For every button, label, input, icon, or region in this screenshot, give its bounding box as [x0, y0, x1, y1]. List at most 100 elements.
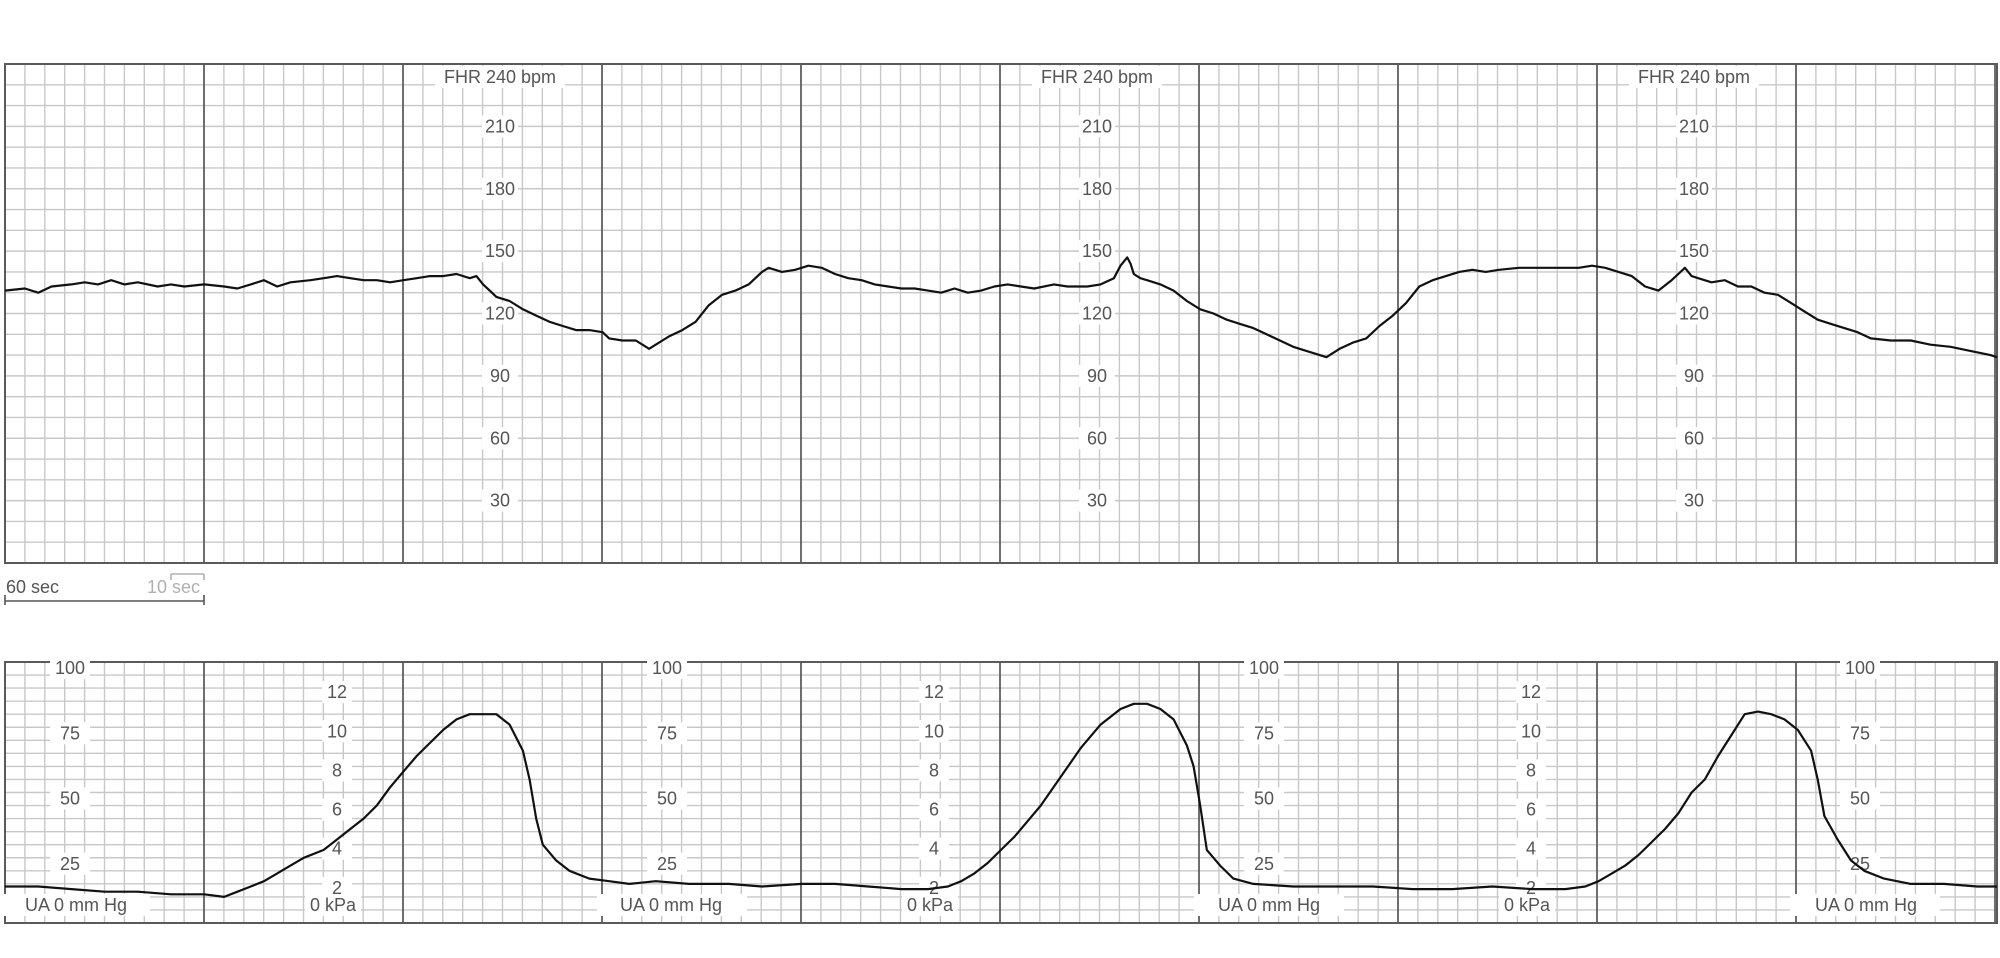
fhr-tick-label: 150 [1082, 241, 1112, 261]
fhr-tick-label: 210 [485, 116, 515, 136]
fhr-tick-label: 60 [1087, 428, 1107, 448]
ua-kpa-tick-label: 2 [1526, 878, 1536, 898]
label-background [1516, 837, 1546, 860]
ua-mmhg-tick-label: 50 [657, 789, 677, 809]
fhr-tick-label: 120 [1082, 304, 1112, 324]
label-background [322, 759, 352, 782]
fhr-trace-line [4, 256, 1998, 359]
label-background [322, 798, 352, 821]
ua-mmhg-tick-label: 50 [1254, 789, 1274, 809]
label-background [482, 240, 518, 263]
ua-kpa-tick-label: 6 [929, 800, 939, 820]
fhr-tick-label: 30 [1684, 491, 1704, 511]
fhr-tick-label: 150 [485, 241, 515, 261]
ua-kpa-zero-label: 0 kPa [1504, 895, 1551, 915]
label-background [1499, 894, 1555, 916]
label-background [1194, 894, 1344, 916]
label-background [0, 894, 150, 916]
ua-kpa-tick-label: 4 [1526, 839, 1536, 859]
label-background [1840, 787, 1880, 810]
ua-mmhg-tick-label: 25 [60, 854, 80, 874]
label-background [1516, 759, 1546, 782]
ua-kpa-tick-label: 12 [327, 682, 347, 702]
label-background [647, 657, 687, 679]
ua-zero-label: UA 0 mm Hg [1218, 895, 1320, 915]
label-background [919, 681, 949, 704]
label-background [482, 427, 518, 450]
fhr-tick-label: 90 [1684, 366, 1704, 386]
ua-mmhg-tick-label: 75 [1254, 723, 1274, 743]
label-background [1676, 302, 1712, 325]
label-background [1244, 852, 1284, 875]
ua-kpa-tick-label: 12 [924, 682, 944, 702]
ua-kpa-tick-label: 8 [929, 760, 939, 780]
label-background [1676, 427, 1712, 450]
ua-mmhg-tick-label: 75 [60, 723, 80, 743]
fhr-header-label: FHR 240 bpm [1638, 67, 1750, 87]
label-background [1516, 798, 1546, 821]
ua-kpa-tick-label: 2 [332, 878, 342, 898]
label-background [597, 894, 747, 916]
label-background [1840, 722, 1880, 745]
ua-zero-label: UA 0 mm Hg [1815, 895, 1917, 915]
ua-mmhg-tick-label: 25 [657, 854, 677, 874]
label-background [919, 759, 949, 782]
ua-kpa-tick-label: 10 [924, 721, 944, 741]
label-background [482, 115, 518, 138]
fhr-tick-label: 150 [1679, 241, 1709, 261]
label-background [647, 852, 687, 875]
label-background [1840, 657, 1880, 679]
label-background [1516, 720, 1546, 743]
fhr-tick-label: 30 [1087, 491, 1107, 511]
label-background [482, 177, 518, 200]
label-background [1244, 787, 1284, 810]
fhr-labels: FHR 240 bpm 210 180 150 120 90 60 30 FHR 240 bpm… [435, 66, 1759, 512]
label-background [482, 364, 518, 387]
fhr-tick-label: 210 [1082, 116, 1112, 136]
label-background [1079, 115, 1115, 138]
ua-kpa-tick-label: 10 [327, 721, 347, 741]
label-background [1676, 115, 1712, 138]
ua-mmhg-tick-label: 100 [652, 658, 682, 678]
ua-mmhg-tick-label: 50 [1850, 789, 1870, 809]
ua-mmhg-tick-label: 75 [657, 723, 677, 743]
label-background [1676, 240, 1712, 263]
label-background [1676, 489, 1712, 512]
ua-trace-line [5, 702, 1997, 898]
fhr-tick-label: 180 [485, 179, 515, 199]
label-background [322, 876, 352, 899]
ua-kpa-tick-label: 12 [1521, 682, 1541, 702]
label-background [1244, 657, 1284, 679]
label-background [647, 787, 687, 810]
label-background [1676, 364, 1712, 387]
label-background [1079, 364, 1115, 387]
label-background [50, 657, 90, 679]
label-background [482, 489, 518, 512]
label-background [919, 798, 949, 821]
label-background [919, 837, 949, 860]
fhr-grid [4, 63, 1998, 564]
fhr-tick-label: 120 [1679, 304, 1709, 324]
chart-frame [4, 661, 1998, 924]
label-background [1516, 876, 1546, 899]
ua-kpa-tick-label: 6 [1526, 800, 1536, 820]
fhr-tick-label: 90 [490, 366, 510, 386]
scale-60-sec-label: 60 sec [6, 577, 59, 597]
ua-kpa-tick-label: 4 [332, 839, 342, 859]
scale-10-sec-label: 10 sec [147, 577, 200, 597]
label-background [1516, 681, 1546, 704]
ua-kpa-zero-label: 0 kPa [907, 895, 954, 915]
ua-kpa-tick-label: 10 [1521, 721, 1541, 741]
label-background [1790, 894, 1940, 916]
fhr-header-label: FHR 240 bpm [444, 67, 556, 87]
label-background [322, 681, 352, 704]
ua-mmhg-tick-label: 100 [55, 658, 85, 678]
ua-kpa-tick-label: 6 [332, 800, 342, 820]
fhr-tick-label: 210 [1679, 116, 1709, 136]
fhr-tick-label: 180 [1082, 179, 1112, 199]
label-background [50, 852, 90, 875]
ua-mmhg-tick-label: 25 [1850, 854, 1870, 874]
label-background [1676, 177, 1712, 200]
label-background [1079, 427, 1115, 450]
label-background [1629, 66, 1759, 88]
